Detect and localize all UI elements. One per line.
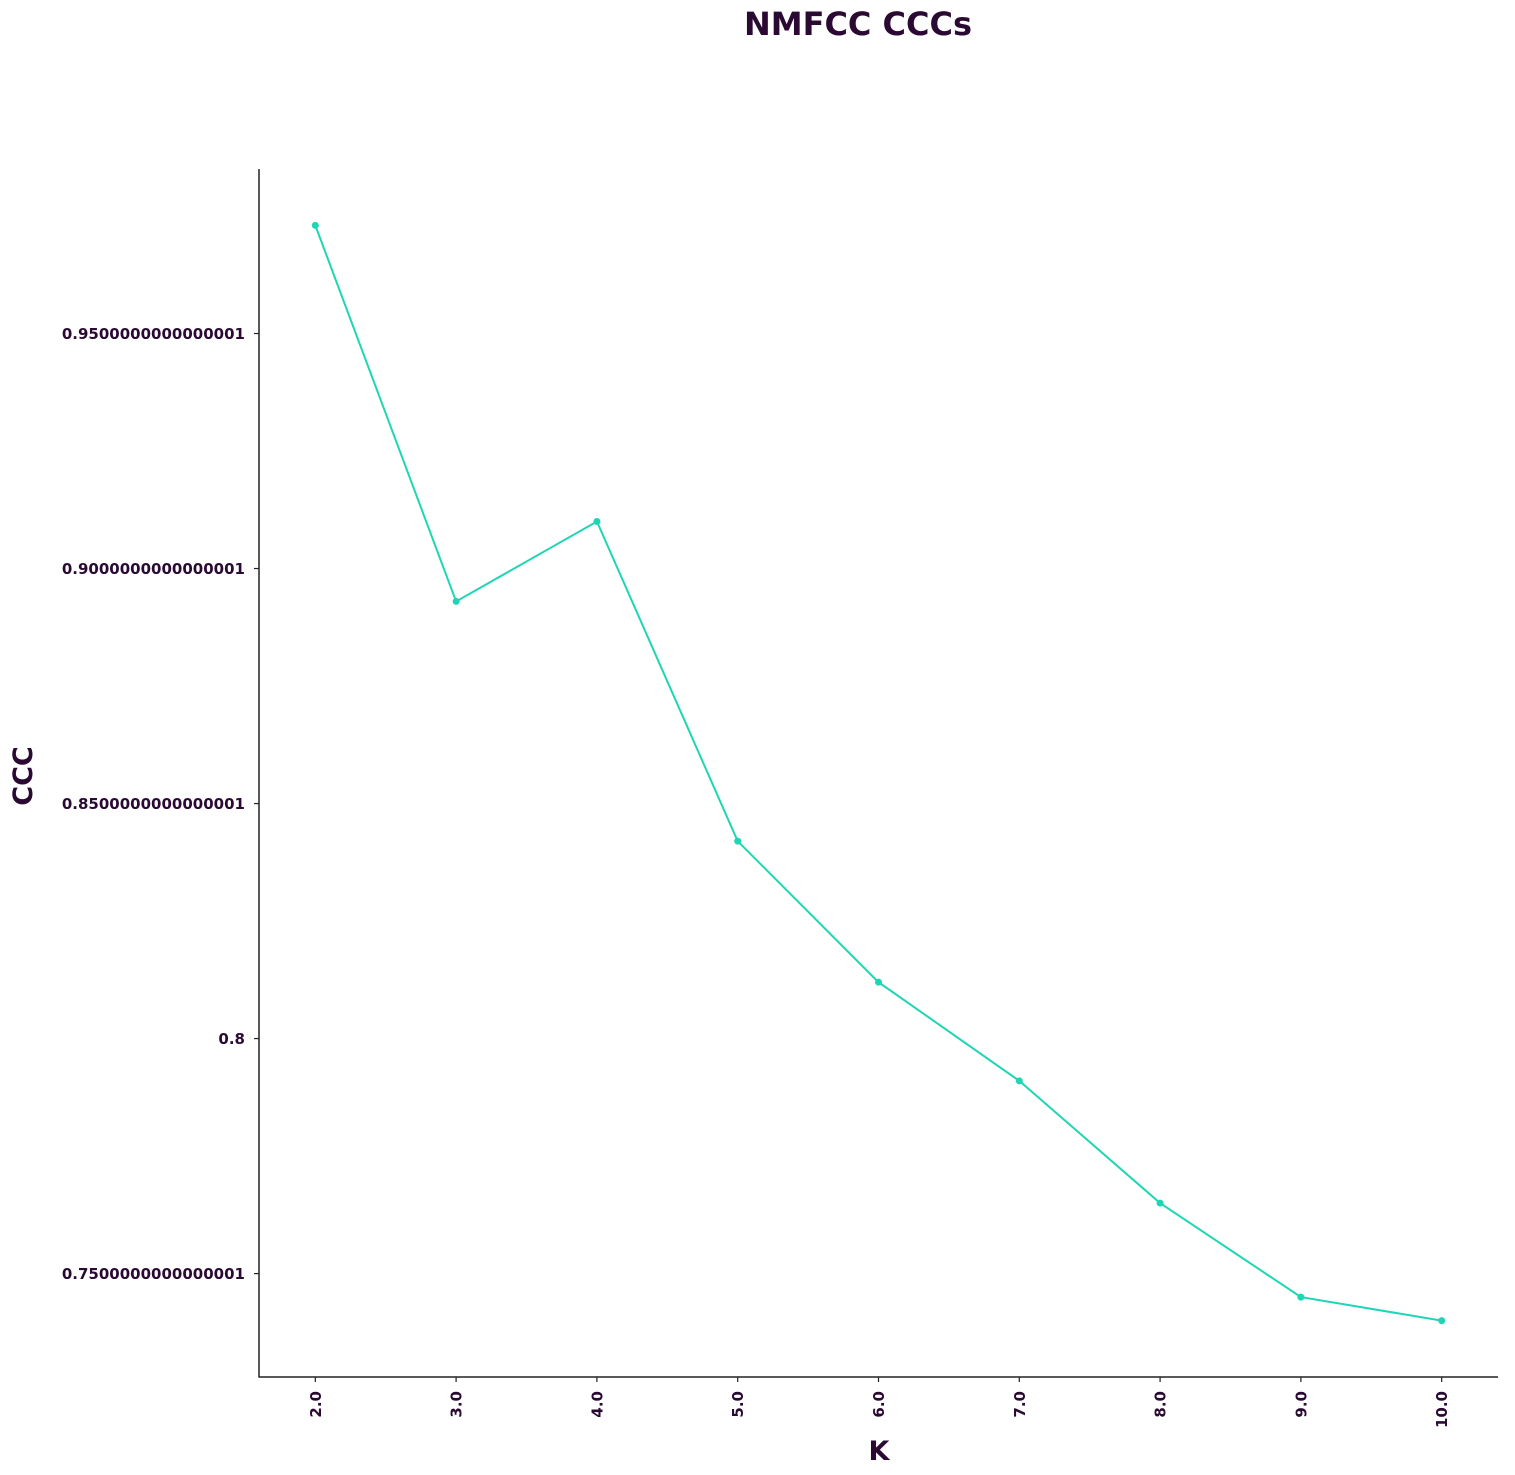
x-tick-label: 8.0 (1152, 1391, 1170, 1418)
chart-title: NMFCC CCCs (744, 5, 972, 43)
data-point (1156, 1199, 1164, 1207)
x-tick-label: 6.0 (870, 1391, 888, 1418)
x-tick-label: 9.0 (1292, 1391, 1310, 1418)
data-point (452, 597, 460, 605)
data-point (311, 221, 319, 229)
x-ticks: 2.0 3.0 4.0 5.0 6.0 7.0 8.0 9.0 10.0 (307, 1377, 1451, 1428)
y-tick-label: 0.9000000000000001 (62, 560, 245, 578)
y-tick-label: 0.9500000000000001 (62, 325, 245, 343)
y-axis-label: CCC (8, 746, 39, 805)
plot-area (311, 221, 1446, 1325)
data-point (1438, 1317, 1446, 1325)
y-tick-label: 0.8 (218, 1030, 245, 1048)
y-ticks: 0.7500000000000001 0.8 0.8500000000000001 0… (62, 325, 259, 1283)
data-point (734, 837, 742, 845)
x-tick-label: 2.0 (307, 1391, 325, 1418)
x-tick-label: 5.0 (729, 1391, 747, 1418)
x-tick-label: 3.0 (448, 1391, 466, 1418)
data-point (1015, 1077, 1023, 1085)
axes (258, 169, 1498, 1378)
x-tick-label: 7.0 (1011, 1391, 1029, 1418)
data-point (593, 518, 601, 526)
x-tick-label: 4.0 (588, 1391, 606, 1418)
x-axis-label: K (869, 1436, 891, 1467)
data-point (875, 978, 882, 986)
x-tick-label: 10.0 (1433, 1391, 1451, 1428)
y-tick-label: 0.7500000000000001 (62, 1265, 245, 1283)
series-line (314, 225, 1442, 1322)
y-tick-label: 0.8500000000000001 (62, 795, 245, 813)
data-point (1297, 1293, 1305, 1301)
